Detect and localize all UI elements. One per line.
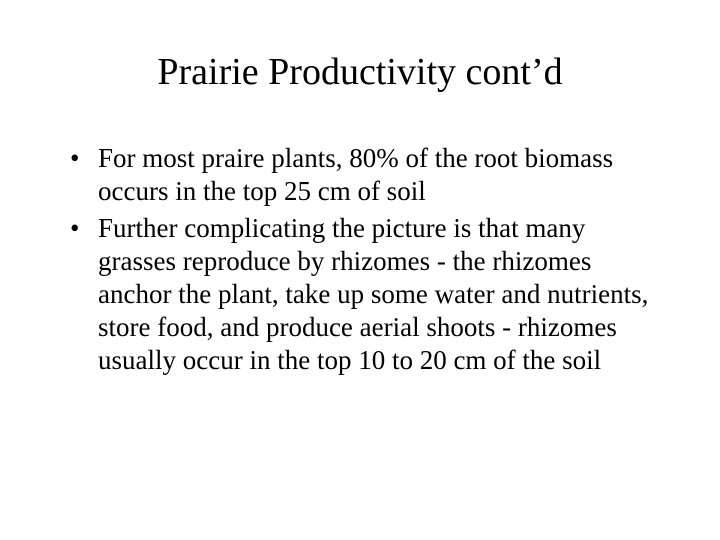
list-item: Further complicating the picture is that…: [68, 212, 670, 377]
bullet-list: For most praire plants, 80% of the root …: [50, 142, 670, 377]
slide-container: Prairie Productivity cont’d For most pra…: [0, 0, 720, 540]
slide-title: Prairie Productivity cont’d: [50, 50, 670, 94]
list-item: For most praire plants, 80% of the root …: [68, 142, 670, 208]
